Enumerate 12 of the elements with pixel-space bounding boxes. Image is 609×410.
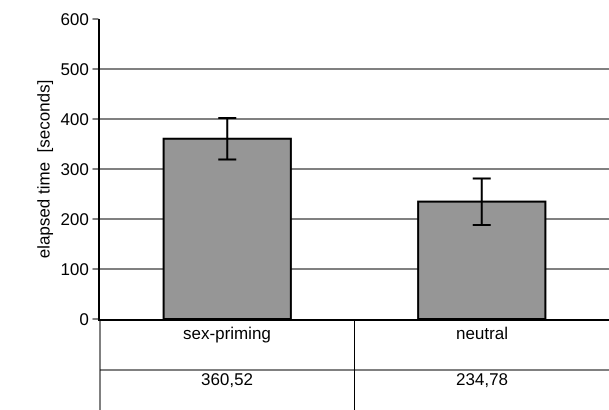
y-tick-label: 100 — [60, 260, 89, 279]
y-tick-label: 600 — [60, 10, 89, 29]
y-tick-label: 400 — [60, 110, 89, 129]
y-tick-label: 300 — [60, 160, 89, 179]
x-tick-label: neutral — [456, 324, 508, 343]
data-label: 360,52 — [201, 370, 253, 389]
x-tick-label: sex-priming — [183, 324, 271, 343]
y-tick-label: 0 — [79, 310, 89, 329]
data-label: 234,78 — [456, 370, 508, 389]
y-tick-label: 500 — [60, 60, 89, 79]
y-tick-label: 200 — [60, 210, 89, 229]
y-axis-title: elapsed time [seconds] — [34, 80, 54, 258]
